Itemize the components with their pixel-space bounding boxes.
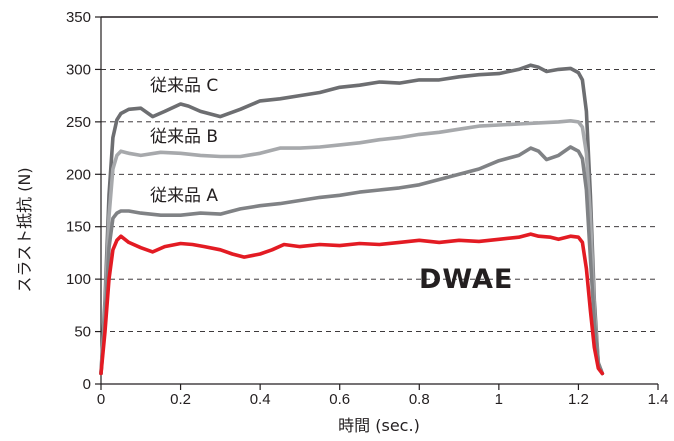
series-label-a: 従来品 A <box>150 186 218 206</box>
gridlines <box>101 16 658 333</box>
y-tick-label: 350 <box>66 9 91 26</box>
y-tick-label: 150 <box>66 219 91 236</box>
series-line-1 <box>99 119 605 376</box>
x-tick-label: 0.4 <box>250 391 271 408</box>
series-line-0 <box>99 63 605 376</box>
x-tick-label: 1 <box>495 391 503 408</box>
axes <box>100 17 658 385</box>
series-lines <box>99 63 605 376</box>
y-tick-label: 250 <box>66 114 91 131</box>
y-tick-label: 300 <box>66 61 91 78</box>
series-label-b: 従来品 B <box>150 127 218 147</box>
series-label-c: 従来品 C <box>150 76 218 96</box>
series-line-3 <box>99 232 605 376</box>
x-tick-label: 1.2 <box>568 391 589 408</box>
y-axis-title: スラスト抵抗 (N) <box>15 167 34 292</box>
x-axis-title: 時間 (sec.) <box>338 416 420 435</box>
y-tick-label: 0 <box>83 376 91 393</box>
y-tick-label: 50 <box>74 324 91 341</box>
y-tick-label: 100 <box>66 271 91 288</box>
x-tick-label: 0.2 <box>170 391 191 408</box>
x-tick-labels: 0 0.2 0.4 0.6 0.8 1 1.2 1.4 <box>97 384 669 408</box>
y-tick-label: 200 <box>66 166 91 183</box>
x-tick-label: 1.4 <box>648 391 669 408</box>
x-tick-label: 0.6 <box>329 391 350 408</box>
series-line-2 <box>99 145 605 376</box>
series-label-dwae: DWAE <box>419 264 513 295</box>
x-tick-label: 0 <box>97 391 105 408</box>
x-tick-label: 0.8 <box>409 391 430 408</box>
y-tick-labels: 0 50 100 150 200 250 300 350 <box>66 9 101 393</box>
